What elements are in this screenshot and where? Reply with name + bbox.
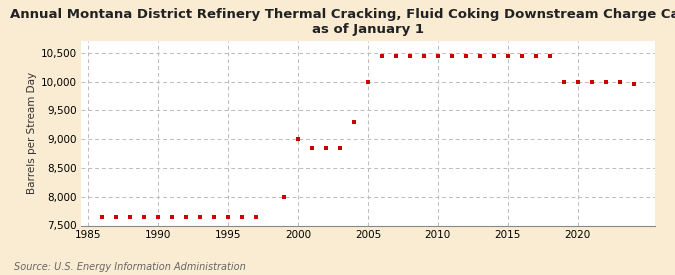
Point xyxy=(209,215,219,219)
Point xyxy=(194,215,205,219)
Title: Annual Montana District Refinery Thermal Cracking, Fluid Coking Downstream Charg: Annual Montana District Refinery Thermal… xyxy=(10,8,675,36)
Text: Source: U.S. Energy Information Administration: Source: U.S. Energy Information Administ… xyxy=(14,262,245,272)
Point xyxy=(531,54,541,58)
Point xyxy=(167,215,178,219)
Point xyxy=(587,79,597,84)
Point xyxy=(111,215,122,219)
Point xyxy=(558,79,569,84)
Point xyxy=(362,79,373,84)
Point xyxy=(348,120,359,124)
Point xyxy=(279,194,290,199)
Point xyxy=(628,82,639,87)
Point xyxy=(572,79,583,84)
Point xyxy=(489,54,500,58)
Point xyxy=(418,54,429,58)
Point xyxy=(516,54,527,58)
Point xyxy=(390,54,401,58)
Point xyxy=(125,215,136,219)
Point xyxy=(138,215,149,219)
Y-axis label: Barrels per Stream Day: Barrels per Stream Day xyxy=(26,72,36,194)
Point xyxy=(236,215,247,219)
Point xyxy=(292,137,303,141)
Point xyxy=(460,54,471,58)
Point xyxy=(321,145,331,150)
Point xyxy=(306,145,317,150)
Point xyxy=(475,54,485,58)
Point xyxy=(250,215,261,219)
Point xyxy=(180,215,191,219)
Point xyxy=(97,215,107,219)
Point xyxy=(433,54,443,58)
Point xyxy=(600,79,611,84)
Point xyxy=(614,79,625,84)
Point xyxy=(404,54,415,58)
Point xyxy=(377,54,387,58)
Point xyxy=(335,145,346,150)
Point xyxy=(223,215,234,219)
Point xyxy=(502,54,513,58)
Point xyxy=(446,54,457,58)
Point xyxy=(545,54,556,58)
Point xyxy=(153,215,163,219)
